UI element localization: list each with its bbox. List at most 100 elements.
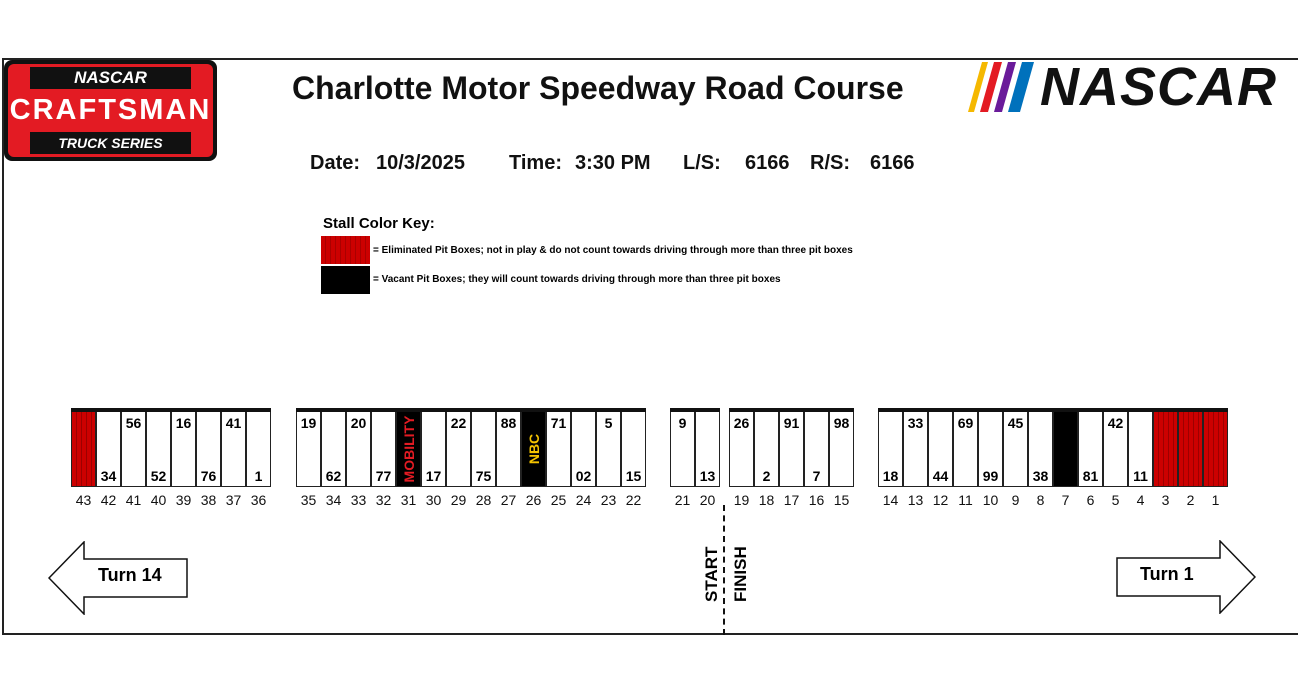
truck-number: 45 bbox=[1007, 415, 1024, 431]
truck-number: 18 bbox=[882, 468, 899, 484]
truck-number: 71 bbox=[550, 415, 567, 431]
pit-stall-27: 88 27 bbox=[496, 412, 521, 508]
date-value: 10/3/2025 bbox=[376, 152, 465, 174]
turn-14-label: Turn 14 bbox=[98, 565, 162, 585]
pit-stall-20: 13 20 bbox=[695, 412, 720, 508]
turn-14-arrow: Turn 14 bbox=[47, 540, 188, 616]
stall-sponsor-label: MOBILITY bbox=[400, 415, 417, 483]
nascar-logo: NASCAR bbox=[968, 57, 1283, 117]
truck-number: 77 bbox=[375, 468, 392, 484]
stall-number: 12 bbox=[932, 492, 949, 508]
pit-stall-23: 5 23 bbox=[596, 412, 621, 508]
nascar-stripes-icon bbox=[968, 62, 1034, 112]
finish-label: FINISH bbox=[731, 546, 750, 602]
truck-number: 98 bbox=[833, 415, 850, 431]
pit-stall-7: 7 bbox=[1053, 412, 1078, 508]
rs-label: R/S: bbox=[810, 152, 850, 174]
truck-number: 02 bbox=[575, 468, 592, 484]
stall-number: 42 bbox=[100, 492, 117, 508]
truck-number: 41 bbox=[225, 415, 242, 431]
truck-number: 34 bbox=[100, 468, 117, 484]
truck-number: 44 bbox=[932, 468, 949, 484]
pit-stall-16: 7 16 bbox=[804, 412, 829, 508]
truck-number: 15 bbox=[625, 468, 642, 484]
truck-number: 62 bbox=[325, 468, 342, 484]
stall-number: 9 bbox=[1011, 492, 1020, 508]
pit-stall-43: 43 bbox=[71, 412, 96, 508]
pit-stall-36: 1 36 bbox=[246, 412, 271, 508]
time-label: Time: bbox=[509, 152, 562, 174]
page-title: Charlotte Motor Speedway Road Course bbox=[292, 70, 904, 106]
pit-group-5: 18 14 33 13 44 12 69 11 99 10 45 9 38 8 7 81 6 42 5 11 4 3 2 1 bbox=[878, 408, 1228, 508]
pit-stall-12: 44 12 bbox=[928, 412, 953, 508]
truck-number: 16 bbox=[175, 415, 192, 431]
key-title: Stall Color Key: bbox=[323, 215, 435, 232]
truck-number: 9 bbox=[678, 415, 687, 431]
pit-stall-18: 2 18 bbox=[754, 412, 779, 508]
stall-number: 41 bbox=[125, 492, 142, 508]
truck-number: 22 bbox=[450, 415, 467, 431]
truck-number: 69 bbox=[957, 415, 974, 431]
stall-number: 24 bbox=[575, 492, 592, 508]
stall-number: 2 bbox=[1186, 492, 1195, 508]
pit-stall-29: 22 29 bbox=[446, 412, 471, 508]
pit-stall-5: 42 5 bbox=[1103, 412, 1128, 508]
truck-number: 76 bbox=[200, 468, 217, 484]
pit-stall-19: 26 19 bbox=[729, 412, 754, 508]
start-finish-line bbox=[723, 505, 725, 635]
stall-number: 21 bbox=[674, 492, 691, 508]
truck-number: 17 bbox=[425, 468, 442, 484]
stall-number: 7 bbox=[1061, 492, 1070, 508]
truck-number: 38 bbox=[1032, 468, 1049, 484]
vacant-key-text: = Vacant Pit Boxes; they will count towa… bbox=[373, 274, 781, 285]
pit-stall-40: 52 40 bbox=[146, 412, 171, 508]
truck-number: 5 bbox=[604, 415, 613, 431]
turn-1-arrow: Turn 1 bbox=[1116, 539, 1257, 615]
pit-stall-32: 77 32 bbox=[371, 412, 396, 508]
pit-group-4: 26 19 2 18 91 17 7 16 98 15 bbox=[729, 408, 854, 508]
stall-number: 18 bbox=[758, 492, 775, 508]
stall-number: 43 bbox=[75, 492, 92, 508]
truck-number: 42 bbox=[1107, 415, 1124, 431]
logo-truck-series-text: TRUCK SERIES bbox=[30, 132, 191, 154]
pit-stall-13: 33 13 bbox=[903, 412, 928, 508]
truck-number: 11 bbox=[1133, 468, 1148, 484]
pit-stall-17: 91 17 bbox=[779, 412, 804, 508]
pit-stall-14: 18 14 bbox=[878, 412, 903, 508]
vacant-swatch bbox=[321, 266, 370, 294]
stall-number: 20 bbox=[699, 492, 716, 508]
truck-number: 33 bbox=[907, 415, 924, 431]
pit-stall-25: 71 25 bbox=[546, 412, 571, 508]
stall-number: 14 bbox=[882, 492, 899, 508]
stall-number: 11 bbox=[958, 492, 973, 508]
pit-stall-35: 19 35 bbox=[296, 412, 321, 508]
stall-number: 28 bbox=[475, 492, 492, 508]
pit-stall-22: 15 22 bbox=[621, 412, 646, 508]
pit-stall-3: 3 bbox=[1153, 412, 1178, 508]
eliminated-swatch bbox=[321, 236, 370, 264]
truck-number: 56 bbox=[125, 415, 142, 431]
eliminated-key-text: = Eliminated Pit Boxes; not in play & do… bbox=[373, 245, 853, 256]
pit-stall-21: 9 21 bbox=[670, 412, 695, 508]
stall-number: 16 bbox=[808, 492, 825, 508]
pit-stall-2: 2 bbox=[1178, 412, 1203, 508]
stall-number: 17 bbox=[783, 492, 800, 508]
truck-number: 91 bbox=[783, 415, 800, 431]
pit-stall-8: 38 8 bbox=[1028, 412, 1053, 508]
time-value: 3:30 PM bbox=[575, 152, 651, 174]
pit-stall-31: MOBILITY 31 bbox=[396, 412, 421, 508]
truck-number: 81 bbox=[1082, 468, 1099, 484]
stall-number: 37 bbox=[225, 492, 242, 508]
stall-number: 10 bbox=[982, 492, 999, 508]
stall-number: 1 bbox=[1211, 492, 1220, 508]
pit-stall-26: NBC 26 bbox=[521, 412, 546, 508]
pit-stall-34: 62 34 bbox=[321, 412, 346, 508]
pit-stall-10: 99 10 bbox=[978, 412, 1003, 508]
left-arrow-icon bbox=[47, 540, 188, 616]
right-arrow-icon bbox=[1116, 539, 1257, 615]
pit-stall-39: 16 39 bbox=[171, 412, 196, 508]
pit-stall-6: 81 6 bbox=[1078, 412, 1103, 508]
stall-number: 26 bbox=[525, 492, 542, 508]
logo-craftsman-text: CRAFTSMAN bbox=[9, 94, 212, 126]
stall-number: 32 bbox=[375, 492, 392, 508]
